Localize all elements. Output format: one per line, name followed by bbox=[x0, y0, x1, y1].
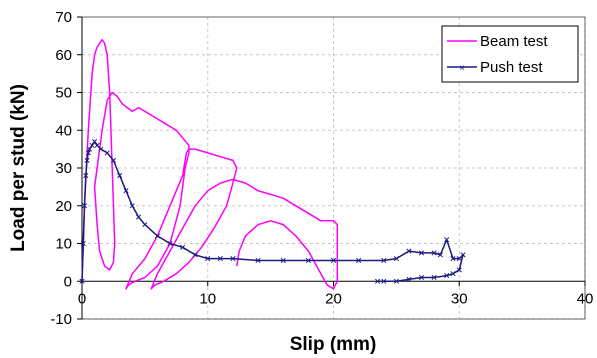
series-point-push-test bbox=[444, 273, 450, 279]
series-point-push-test bbox=[98, 146, 104, 152]
series-point-push-test bbox=[89, 142, 95, 148]
series-point-push-test bbox=[110, 157, 116, 164]
tick-labels: 0 10 20 30 40 -10 0 10 20 30 40 50 60 70 bbox=[50, 9, 593, 328]
series-point-push-test bbox=[192, 252, 198, 258]
series-point-push-test bbox=[437, 252, 443, 258]
series-point-push-test bbox=[167, 240, 173, 247]
x-tick-label: 30 bbox=[451, 290, 468, 307]
legend-marker-push-test: × bbox=[459, 63, 465, 74]
series-point-push-test bbox=[406, 248, 412, 254]
series-point-push-test bbox=[123, 188, 129, 194]
series-point-push-test bbox=[450, 271, 456, 277]
series-point-push-test bbox=[180, 244, 186, 250]
series-point-push-test bbox=[418, 274, 425, 281]
series-point-push-test bbox=[129, 203, 135, 209]
plot-frame bbox=[81, 16, 586, 320]
series-point-push-test bbox=[154, 233, 161, 239]
series-point-push-test bbox=[81, 203, 88, 209]
series-point-push-test bbox=[230, 256, 236, 262]
series-point-push-test bbox=[444, 237, 450, 243]
x-axis-title: Slip (mm) bbox=[290, 334, 377, 355]
series-point-push-test bbox=[460, 252, 466, 258]
series-point-push-test bbox=[84, 157, 90, 164]
y-tick-label: 10 bbox=[55, 236, 72, 253]
series-point-push-test bbox=[381, 278, 387, 284]
series-point-push-test bbox=[431, 274, 437, 281]
series-point-push-test bbox=[92, 139, 98, 145]
y-tick-label: 20 bbox=[55, 198, 72, 215]
series-point-push-test bbox=[305, 257, 311, 264]
series-point-push-test bbox=[205, 256, 211, 262]
series-point-push-test bbox=[85, 150, 91, 156]
series-point-push-test bbox=[280, 257, 286, 264]
series-point-push-test bbox=[450, 256, 456, 262]
y-tick-label: -10 bbox=[50, 311, 72, 328]
series-point-push-test bbox=[94, 142, 100, 148]
x-tick-label: 0 bbox=[78, 290, 86, 307]
series-point-push-test bbox=[136, 214, 142, 220]
x-tick-label: 20 bbox=[325, 290, 342, 307]
y-tick-label: 60 bbox=[55, 47, 72, 64]
series-point-push-test bbox=[381, 257, 387, 264]
series-point-push-test bbox=[117, 172, 123, 179]
series-point-push-test bbox=[393, 278, 399, 284]
series-point-push-test bbox=[374, 278, 381, 284]
series-point-push-test bbox=[217, 256, 223, 262]
y-tick-label: 0 bbox=[64, 273, 72, 290]
y-axis-title: Load per stud (kN) bbox=[8, 84, 29, 252]
legend-label-beam-test: Beam test bbox=[480, 33, 548, 50]
series-point-push-test bbox=[83, 172, 89, 179]
series-point-push-test bbox=[80, 240, 86, 247]
x-tick-label: 10 bbox=[199, 290, 216, 307]
series-point-push-test bbox=[86, 146, 93, 152]
series-point-push-test bbox=[104, 150, 110, 156]
y-tick-label: 30 bbox=[55, 160, 72, 177]
series-point-push-test bbox=[393, 256, 399, 262]
y-tick-label: 50 bbox=[55, 85, 72, 102]
series-point-push-test bbox=[330, 257, 337, 264]
legend-label-push-test: Push test bbox=[480, 59, 543, 76]
series-point-push-test bbox=[406, 276, 412, 282]
series-point-push-test bbox=[356, 257, 362, 264]
legend: Beam test × Push test bbox=[441, 25, 579, 83]
series-point-push-test bbox=[431, 250, 437, 256]
series-point-push-test bbox=[456, 267, 462, 273]
series-layer bbox=[79, 38, 466, 290]
series-point-push-test bbox=[142, 222, 148, 228]
series-point-push-test bbox=[255, 257, 261, 264]
y-tick-label: 40 bbox=[55, 122, 72, 139]
legend-box bbox=[441, 25, 579, 83]
x-tick-label: 40 bbox=[577, 290, 594, 307]
series-point-push-test bbox=[418, 250, 425, 256]
series-point-push-test bbox=[79, 278, 85, 284]
y-tick-label: 70 bbox=[55, 9, 72, 26]
series-point-push-test bbox=[456, 256, 462, 262]
